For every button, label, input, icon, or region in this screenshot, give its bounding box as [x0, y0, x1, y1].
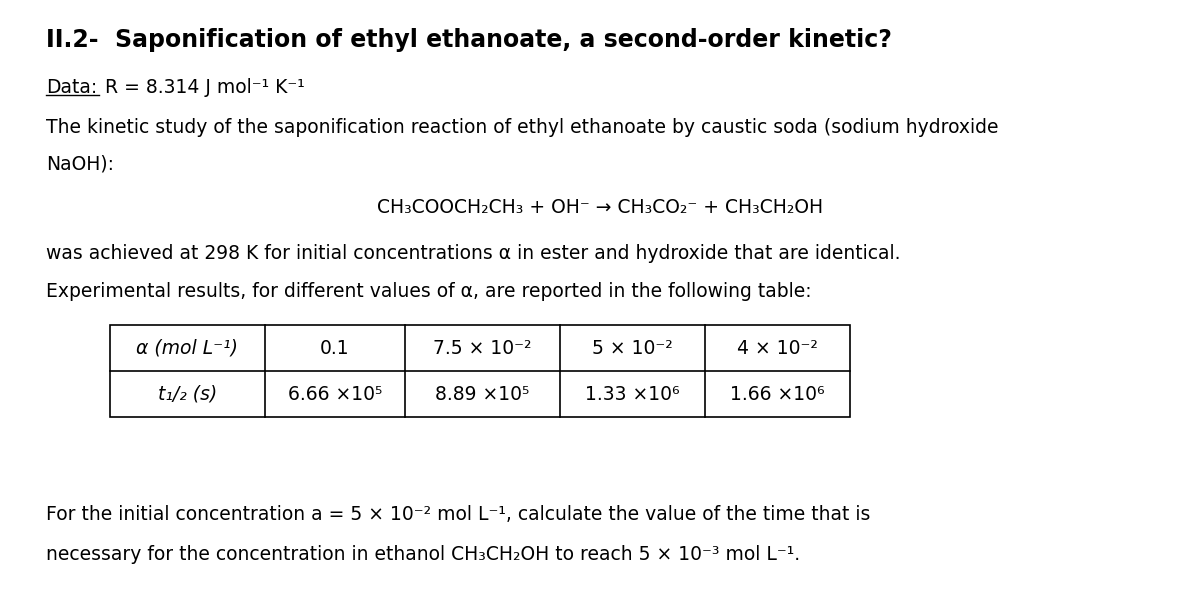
Text: 8.89 ×10⁵: 8.89 ×10⁵	[436, 384, 529, 403]
Text: Experimental results, for different values of α, are reported in the following t: Experimental results, for different valu…	[46, 282, 811, 301]
Bar	[110, 325, 850, 417]
Text: 1.66 ×10⁶: 1.66 ×10⁶	[730, 384, 824, 403]
Text: NaOH):: NaOH):	[46, 154, 114, 173]
Text: Data:: Data:	[46, 78, 97, 97]
Text: 1.33 ×10⁶: 1.33 ×10⁶	[586, 384, 680, 403]
Text: 0.1: 0.1	[320, 338, 350, 357]
Text: 7.5 × 10⁻²: 7.5 × 10⁻²	[433, 338, 532, 357]
Text: necessary for the concentration in ethanol CH₃CH₂OH to reach 5 × 10⁻³ mol L⁻¹.: necessary for the concentration in ethan…	[46, 545, 800, 564]
Text: II.2-  Saponification of ethyl ethanoate, a second-order kinetic?: II.2- Saponification of ethyl ethanoate,…	[46, 28, 892, 52]
Text: The kinetic study of the saponification reaction of ethyl ethanoate by caustic s: The kinetic study of the saponification …	[46, 118, 998, 137]
Text: 6.66 ×10⁵: 6.66 ×10⁵	[288, 384, 382, 403]
Text: α (mol L⁻¹): α (mol L⁻¹)	[137, 338, 239, 357]
Text: CH₃COOCH₂CH₃ + OH⁻ → CH₃CO₂⁻ + CH₃CH₂OH: CH₃COOCH₂CH₃ + OH⁻ → CH₃CO₂⁻ + CH₃CH₂OH	[377, 198, 823, 217]
Text: was achieved at 298 K for initial concentrations α in ester and hydroxide that a: was achieved at 298 K for initial concen…	[46, 244, 900, 263]
Text: 4 × 10⁻²: 4 × 10⁻²	[737, 338, 818, 357]
Text: For the initial concentration a = 5 × 10⁻² mol L⁻¹, calculate the value of the t: For the initial concentration a = 5 × 10…	[46, 505, 870, 524]
Text: R = 8.314 J mol⁻¹ K⁻¹: R = 8.314 J mol⁻¹ K⁻¹	[98, 78, 305, 97]
Text: t₁/₂ (s): t₁/₂ (s)	[158, 384, 217, 403]
Text: 5 × 10⁻²: 5 × 10⁻²	[592, 338, 673, 357]
